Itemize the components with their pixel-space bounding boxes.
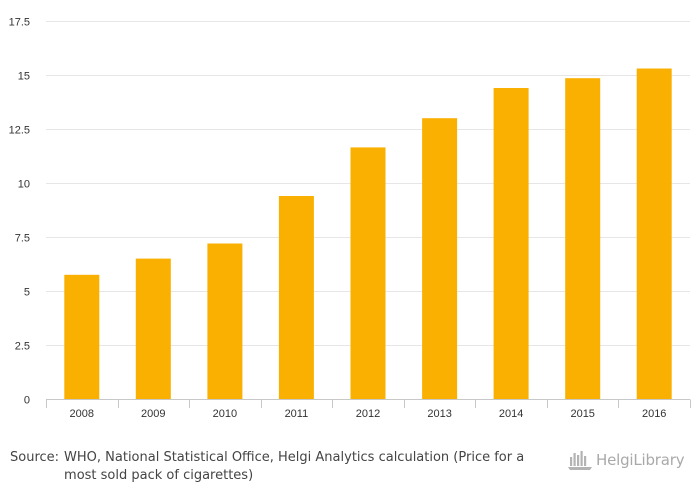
- bar-2015: [565, 78, 601, 399]
- bar-2013: [422, 118, 458, 399]
- bar-chart: 2008 2009 2010 2011 2012 2013 2014 2015 2016 0 2.…: [9, 17, 691, 420]
- bar-2014: [493, 88, 529, 399]
- x-axis: 2008 2009 2010 2011 2012 2013 2014 2015 2016: [46, 399, 691, 420]
- bar-2011: [278, 196, 314, 399]
- source-note: Source: WHO, National Statistical Office…: [10, 449, 540, 485]
- source-label: Source:: [10, 450, 60, 465]
- x-tick-label: 2012: [356, 408, 380, 420]
- x-tick-label: 2015: [570, 408, 594, 420]
- y-tick-label: 7.5: [15, 233, 30, 245]
- y-axis: 0 2.5 5 7.5 10 12.5 15 17.5: [9, 17, 30, 407]
- helgilibrary-logo: HelgiLibrary: [568, 448, 692, 472]
- x-tick-label: 2013: [427, 408, 451, 420]
- bar-2012: [350, 147, 386, 399]
- logo-text: HelgiLibrary: [596, 451, 685, 469]
- bar-2010: [207, 243, 243, 399]
- x-tick-label: 2011: [285, 408, 309, 420]
- bar-2016: [636, 68, 672, 399]
- bar-2008: [64, 274, 100, 399]
- y-tick-label: 2.5: [15, 341, 30, 353]
- y-tick-label: 0: [24, 395, 30, 407]
- x-tick-label: 2009: [141, 408, 165, 420]
- y-tick-label: 5: [24, 287, 30, 299]
- y-tick-label: 10: [18, 179, 30, 191]
- x-tick-label: 2008: [70, 408, 94, 420]
- library-logo-icon: [568, 451, 592, 470]
- source-text: WHO, National Statistical Office, Helgi …: [64, 450, 525, 483]
- bars: [64, 68, 672, 399]
- x-tick-label: 2010: [213, 408, 237, 420]
- x-tick-label: 2016: [642, 408, 666, 420]
- y-tick-label: 17.5: [9, 17, 30, 29]
- y-tick-label: 15: [18, 71, 30, 83]
- bar-2009: [135, 258, 171, 399]
- x-tick-label: 2014: [499, 408, 523, 420]
- y-tick-label: 12.5: [9, 125, 30, 137]
